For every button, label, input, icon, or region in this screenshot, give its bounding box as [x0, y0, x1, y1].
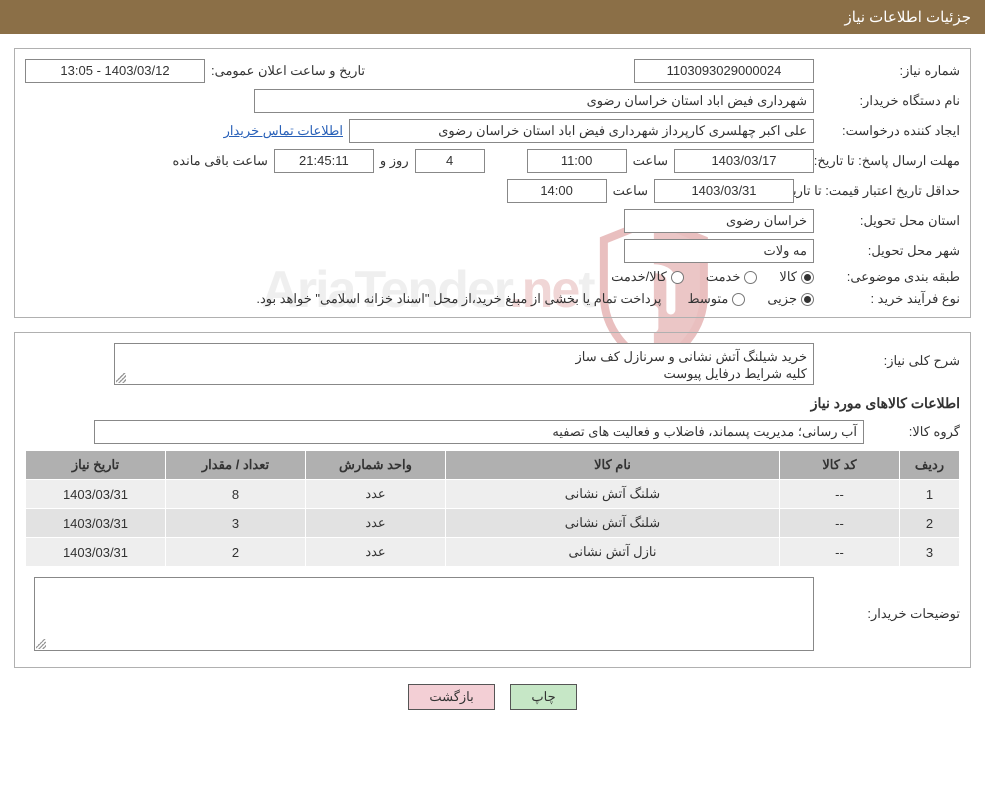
deadline-date-field: 1403/03/17: [674, 149, 814, 173]
classification-label: طبقه بندی موضوعی:: [820, 269, 960, 285]
requester-label: ایجاد کننده درخواست:: [820, 123, 960, 139]
th-code: کد کالا: [780, 451, 900, 480]
table-row: 1 -- شلنگ آتش نشانی عدد 8 1403/03/31: [26, 480, 960, 509]
need-info-section: شماره نیاز: 1103093029000024 تاریخ و ساع…: [14, 48, 971, 318]
days-and-label: روز و: [380, 153, 409, 169]
th-unit: واحد شمارش: [306, 451, 446, 480]
radio-icon: [671, 271, 684, 284]
radio-icon: [732, 293, 745, 306]
radio-medium-label: متوسط: [687, 291, 728, 307]
cell-qty: 2: [166, 538, 306, 567]
delivery-city-field: مه ولات: [624, 239, 814, 263]
overall-line1: خرید شیلنگ آتش نشانی و سرنازل کف ساز: [576, 349, 807, 364]
delivery-province-label: استان محل تحویل:: [820, 213, 960, 229]
buyer-notes-label: توضیحات خریدار:: [820, 606, 960, 622]
table-row: 2 -- شلنگ آتش نشانی عدد 3 1403/03/31: [26, 509, 960, 538]
delivery-province-field: خراسان رضوی: [624, 209, 814, 233]
announce-field: 1403/03/12 - 13:05: [25, 59, 205, 83]
cell-date: 1403/03/31: [26, 509, 166, 538]
overall-desc-label: شرح کلی نیاز:: [820, 343, 960, 369]
process-type-label: نوع فرآیند خرید :: [820, 291, 960, 307]
cell-unit: عدد: [306, 480, 446, 509]
cell-date: 1403/03/31: [26, 538, 166, 567]
items-heading: اطلاعات کالاهای مورد نیاز: [25, 395, 960, 412]
group-field: آب رسانی؛ مدیریت پسماند، فاضلاب و فعالیت…: [94, 420, 864, 444]
radio-medium[interactable]: متوسط: [687, 291, 745, 307]
time-label-1: ساعت: [633, 153, 668, 169]
buyer-notes-field[interactable]: [34, 577, 814, 651]
radio-service-label: خدمت: [706, 269, 741, 285]
radio-goods[interactable]: کالا: [779, 269, 814, 285]
cell-idx: 2: [900, 509, 960, 538]
buyer-org-field: شهرداری فیض اباد استان خراسان رضوی: [254, 89, 814, 113]
radio-goods-service[interactable]: کالا/خدمت: [611, 269, 684, 285]
footer-buttons: چاپ بازگشت: [0, 684, 985, 710]
radio-icon: [801, 293, 814, 306]
need-no-label: شماره نیاز:: [820, 63, 960, 79]
items-table: ردیف کد کالا نام کالا واحد شمارش تعداد /…: [25, 450, 960, 567]
radio-partial[interactable]: جزیی: [767, 291, 814, 307]
remaining-suffix-label: ساعت باقی مانده: [172, 153, 267, 169]
th-name: نام کالا: [446, 451, 780, 480]
radio-goods-label: کالا: [779, 269, 797, 285]
days-remaining-field: 4: [415, 149, 485, 173]
validity-time-field: 14:00: [507, 179, 607, 203]
cell-code: --: [780, 509, 900, 538]
back-button[interactable]: بازگشت: [408, 684, 494, 710]
th-qty: تعداد / مقدار: [166, 451, 306, 480]
cell-idx: 3: [900, 538, 960, 567]
radio-partial-label: جزیی: [767, 291, 797, 307]
print-button[interactable]: چاپ: [510, 684, 576, 710]
process-note: پرداخت تمام یا بخشی از مبلغ خرید،از محل …: [256, 291, 661, 307]
cell-code: --: [780, 538, 900, 567]
cell-name: شلنگ آتش نشانی: [446, 509, 780, 538]
cell-unit: عدد: [306, 538, 446, 567]
group-label: گروه کالا:: [870, 424, 960, 440]
radio-goods-service-label: کالا/خدمت: [611, 269, 667, 285]
page-title-bar: جزئیات اطلاعات نیاز: [0, 0, 985, 34]
resize-grip-icon[interactable]: [36, 639, 46, 649]
buyer-org-label: نام دستگاه خریدار:: [820, 93, 960, 109]
cell-qty: 8: [166, 480, 306, 509]
delivery-city-label: شهر محل تحویل:: [820, 243, 960, 259]
buyer-contact-link[interactable]: اطلاعات تماس خریدار: [224, 123, 343, 139]
cell-code: --: [780, 480, 900, 509]
radio-icon: [744, 271, 757, 284]
table-row: 3 -- نازل آتش نشانی عدد 2 1403/03/31: [26, 538, 960, 567]
requester-field: علی اکبر چهلسری کارپرداز شهرداری فیض ابا…: [349, 119, 814, 143]
radio-service[interactable]: خدمت: [706, 269, 758, 285]
validity-date-field: 1403/03/31: [654, 179, 794, 203]
reply-deadline-label: مهلت ارسال پاسخ: تا تاریخ:: [820, 154, 960, 168]
cell-name: شلنگ آتش نشانی: [446, 480, 780, 509]
classification-radio-group: کالا خدمت کالا/خدمت: [611, 269, 814, 285]
deadline-time-field: 11:00: [527, 149, 627, 173]
hours-remaining-field: 21:45:11: [274, 149, 374, 173]
overall-desc-field[interactable]: خرید شیلنگ آتش نشانی و سرنازل کف ساز کلی…: [114, 343, 814, 385]
radio-icon: [801, 271, 814, 284]
validity-label: حداقل تاریخ اعتبار قیمت: تا تاریخ:: [800, 184, 960, 198]
items-section: شرح کلی نیاز: خرید شیلنگ آتش نشانی و سرن…: [14, 332, 971, 668]
need-no-field: 1103093029000024: [634, 59, 814, 83]
time-label-2: ساعت: [613, 183, 648, 199]
cell-name: نازل آتش نشانی: [446, 538, 780, 567]
cell-idx: 1: [900, 480, 960, 509]
cell-date: 1403/03/31: [26, 480, 166, 509]
announce-label: تاریخ و ساعت اعلان عمومی:: [211, 63, 365, 79]
cell-unit: عدد: [306, 509, 446, 538]
th-index: ردیف: [900, 451, 960, 480]
process-radio-group: جزیی متوسط: [687, 291, 814, 307]
resize-grip-icon[interactable]: [116, 373, 126, 383]
overall-line2: کلیه شرایط درفایل پیوست: [664, 366, 807, 381]
th-date: تاریخ نیاز: [26, 451, 166, 480]
cell-qty: 3: [166, 509, 306, 538]
